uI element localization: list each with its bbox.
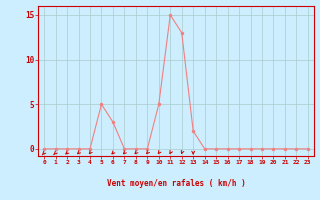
X-axis label: Vent moyen/en rafales ( km/h ): Vent moyen/en rafales ( km/h ) xyxy=(107,179,245,188)
